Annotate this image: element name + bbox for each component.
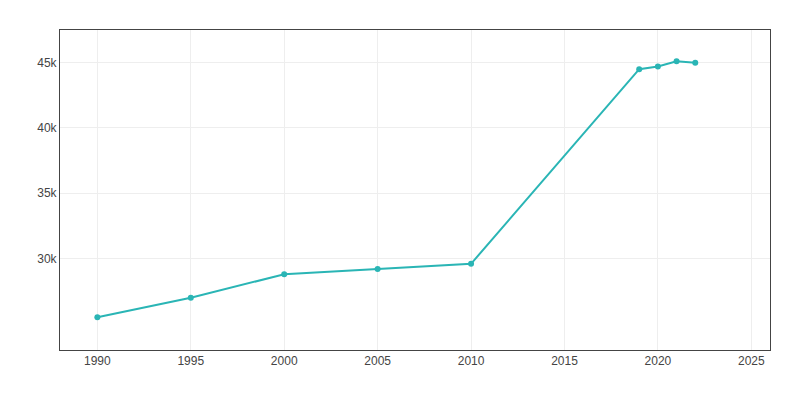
svg-text:2020: 2020 [645, 354, 672, 368]
svg-text:1990: 1990 [84, 354, 111, 368]
svg-text:40k: 40k [37, 121, 57, 135]
svg-text:45k: 45k [37, 56, 57, 70]
svg-text:30k: 30k [37, 252, 57, 266]
svg-text:2000: 2000 [271, 354, 298, 368]
svg-text:2025: 2025 [738, 354, 765, 368]
svg-text:2010: 2010 [458, 354, 485, 368]
svg-text:2005: 2005 [364, 354, 391, 368]
svg-text:35k: 35k [37, 186, 57, 200]
svg-text:1995: 1995 [177, 354, 204, 368]
svg-text:2015: 2015 [551, 354, 578, 368]
